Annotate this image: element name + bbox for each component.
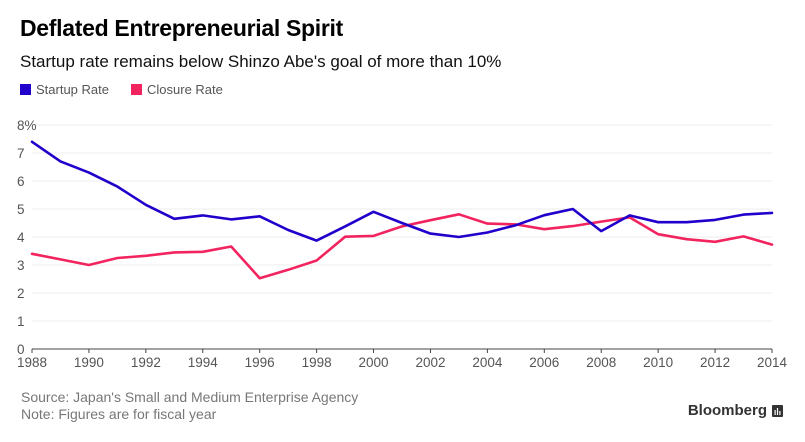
x-tick-label: 1988 bbox=[17, 355, 47, 370]
footer: Source: Japan's Small and Medium Enterpr… bbox=[21, 389, 358, 423]
x-tick-label: 2010 bbox=[643, 355, 673, 370]
bloomberg-logo: Bloomberg bbox=[688, 402, 783, 419]
x-tick-label: 2006 bbox=[529, 355, 559, 370]
y-tick-label: 5 bbox=[17, 202, 25, 217]
y-tick-label: 6 bbox=[17, 174, 25, 189]
chart-title: Deflated Entrepreneurial Spirit bbox=[20, 15, 343, 41]
y-tick-label: 4 bbox=[17, 230, 25, 245]
x-tick-label: 1990 bbox=[74, 355, 104, 370]
series-line-closure-rate bbox=[30, 213, 774, 280]
x-tick-label: 2008 bbox=[586, 355, 616, 370]
legend-swatch-closure-rate bbox=[131, 84, 142, 95]
x-tick-label: 2002 bbox=[415, 355, 445, 370]
x-tick-label: 2012 bbox=[700, 355, 730, 370]
bloomberg-chart-icon bbox=[772, 404, 783, 417]
x-tick-label: 2004 bbox=[472, 355, 503, 370]
x-tick-label: 1998 bbox=[302, 355, 332, 370]
legend-item-closure-rate: Closure Rate bbox=[131, 82, 223, 97]
y-tick-label: 0 bbox=[17, 342, 25, 357]
fiscal-year-note: Note: Figures are for fiscal year bbox=[21, 406, 217, 422]
y-tick-label: 8% bbox=[17, 118, 37, 133]
y-tick-label: 2 bbox=[17, 286, 25, 301]
x-tick-label: 1996 bbox=[245, 355, 275, 370]
legend-item-startup-rate: Startup Rate bbox=[20, 82, 109, 97]
legend-label-closure-rate: Closure Rate bbox=[147, 82, 223, 97]
x-tick-label: 1992 bbox=[131, 355, 161, 370]
y-tick-label: 7 bbox=[17, 146, 25, 161]
chart-subtitle: Startup rate remains below Shinzo Abe's … bbox=[20, 52, 502, 71]
legend-label-startup-rate: Startup Rate bbox=[36, 82, 109, 97]
x-tick-label: 1994 bbox=[188, 355, 219, 370]
brand-text: Bloomberg bbox=[687, 402, 767, 419]
series-line-startup-rate bbox=[30, 140, 774, 242]
x-tick-label: 2014 bbox=[757, 355, 788, 370]
y-tick-label: 1 bbox=[17, 314, 25, 329]
y-tick-label: 3 bbox=[17, 258, 25, 273]
x-tick-label: 2000 bbox=[359, 355, 389, 370]
legend: Startup Rate Closure Rate bbox=[20, 82, 245, 97]
legend-swatch-startup-rate bbox=[20, 84, 31, 95]
source-note: Source: Japan's Small and Medium Enterpr… bbox=[21, 389, 359, 405]
